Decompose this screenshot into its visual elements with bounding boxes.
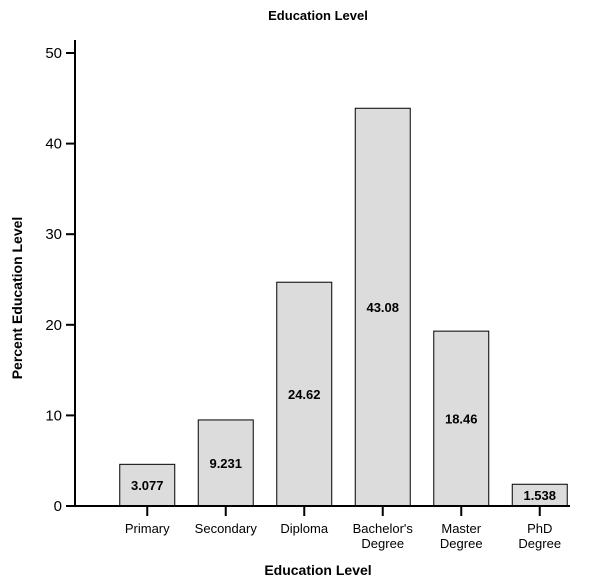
x-axis-title: Education Level bbox=[264, 562, 371, 578]
x-tick-label: Secondary bbox=[195, 521, 258, 536]
x-axis-ticks: Primary Secondary Diploma Bachelor's Degree M… bbox=[125, 506, 561, 551]
bar-data-label: 24.62 bbox=[288, 387, 321, 402]
x-tick-label: Master Degree bbox=[440, 521, 483, 551]
x-tick-label: Diploma bbox=[280, 521, 328, 536]
bar-data-label: 1.538 bbox=[523, 488, 556, 503]
y-axis-ticks: 0 10 20 30 40 50 bbox=[45, 45, 75, 515]
y-tick-label: 30 bbox=[45, 226, 62, 243]
x-tick-label: Primary bbox=[125, 521, 170, 536]
y-tick-label: 0 bbox=[54, 498, 62, 515]
bar bbox=[354, 107, 411, 507]
bar-data-label: 43.08 bbox=[366, 300, 399, 315]
bar-data-label: 9.231 bbox=[209, 456, 242, 471]
bar-data-label: 3.077 bbox=[131, 478, 164, 493]
y-axis-title: Percent Education Level bbox=[9, 217, 25, 380]
x-tick-label: PhD Degree bbox=[518, 521, 561, 551]
bar-data-label: 18.46 bbox=[445, 412, 478, 427]
bar bbox=[276, 281, 333, 507]
y-tick-label: 40 bbox=[45, 136, 62, 153]
chart-title: Education Level bbox=[268, 8, 368, 23]
bars-group: 3.077 9.231 24.62 43.08 18.46 1.538 bbox=[119, 107, 568, 507]
y-tick-label: 10 bbox=[45, 407, 62, 424]
x-tick-label: Bachelor's Degree bbox=[353, 521, 414, 551]
bar bbox=[197, 419, 254, 507]
y-tick-label: 50 bbox=[45, 45, 62, 62]
bar bbox=[433, 330, 490, 507]
y-tick-label: 20 bbox=[45, 317, 62, 334]
